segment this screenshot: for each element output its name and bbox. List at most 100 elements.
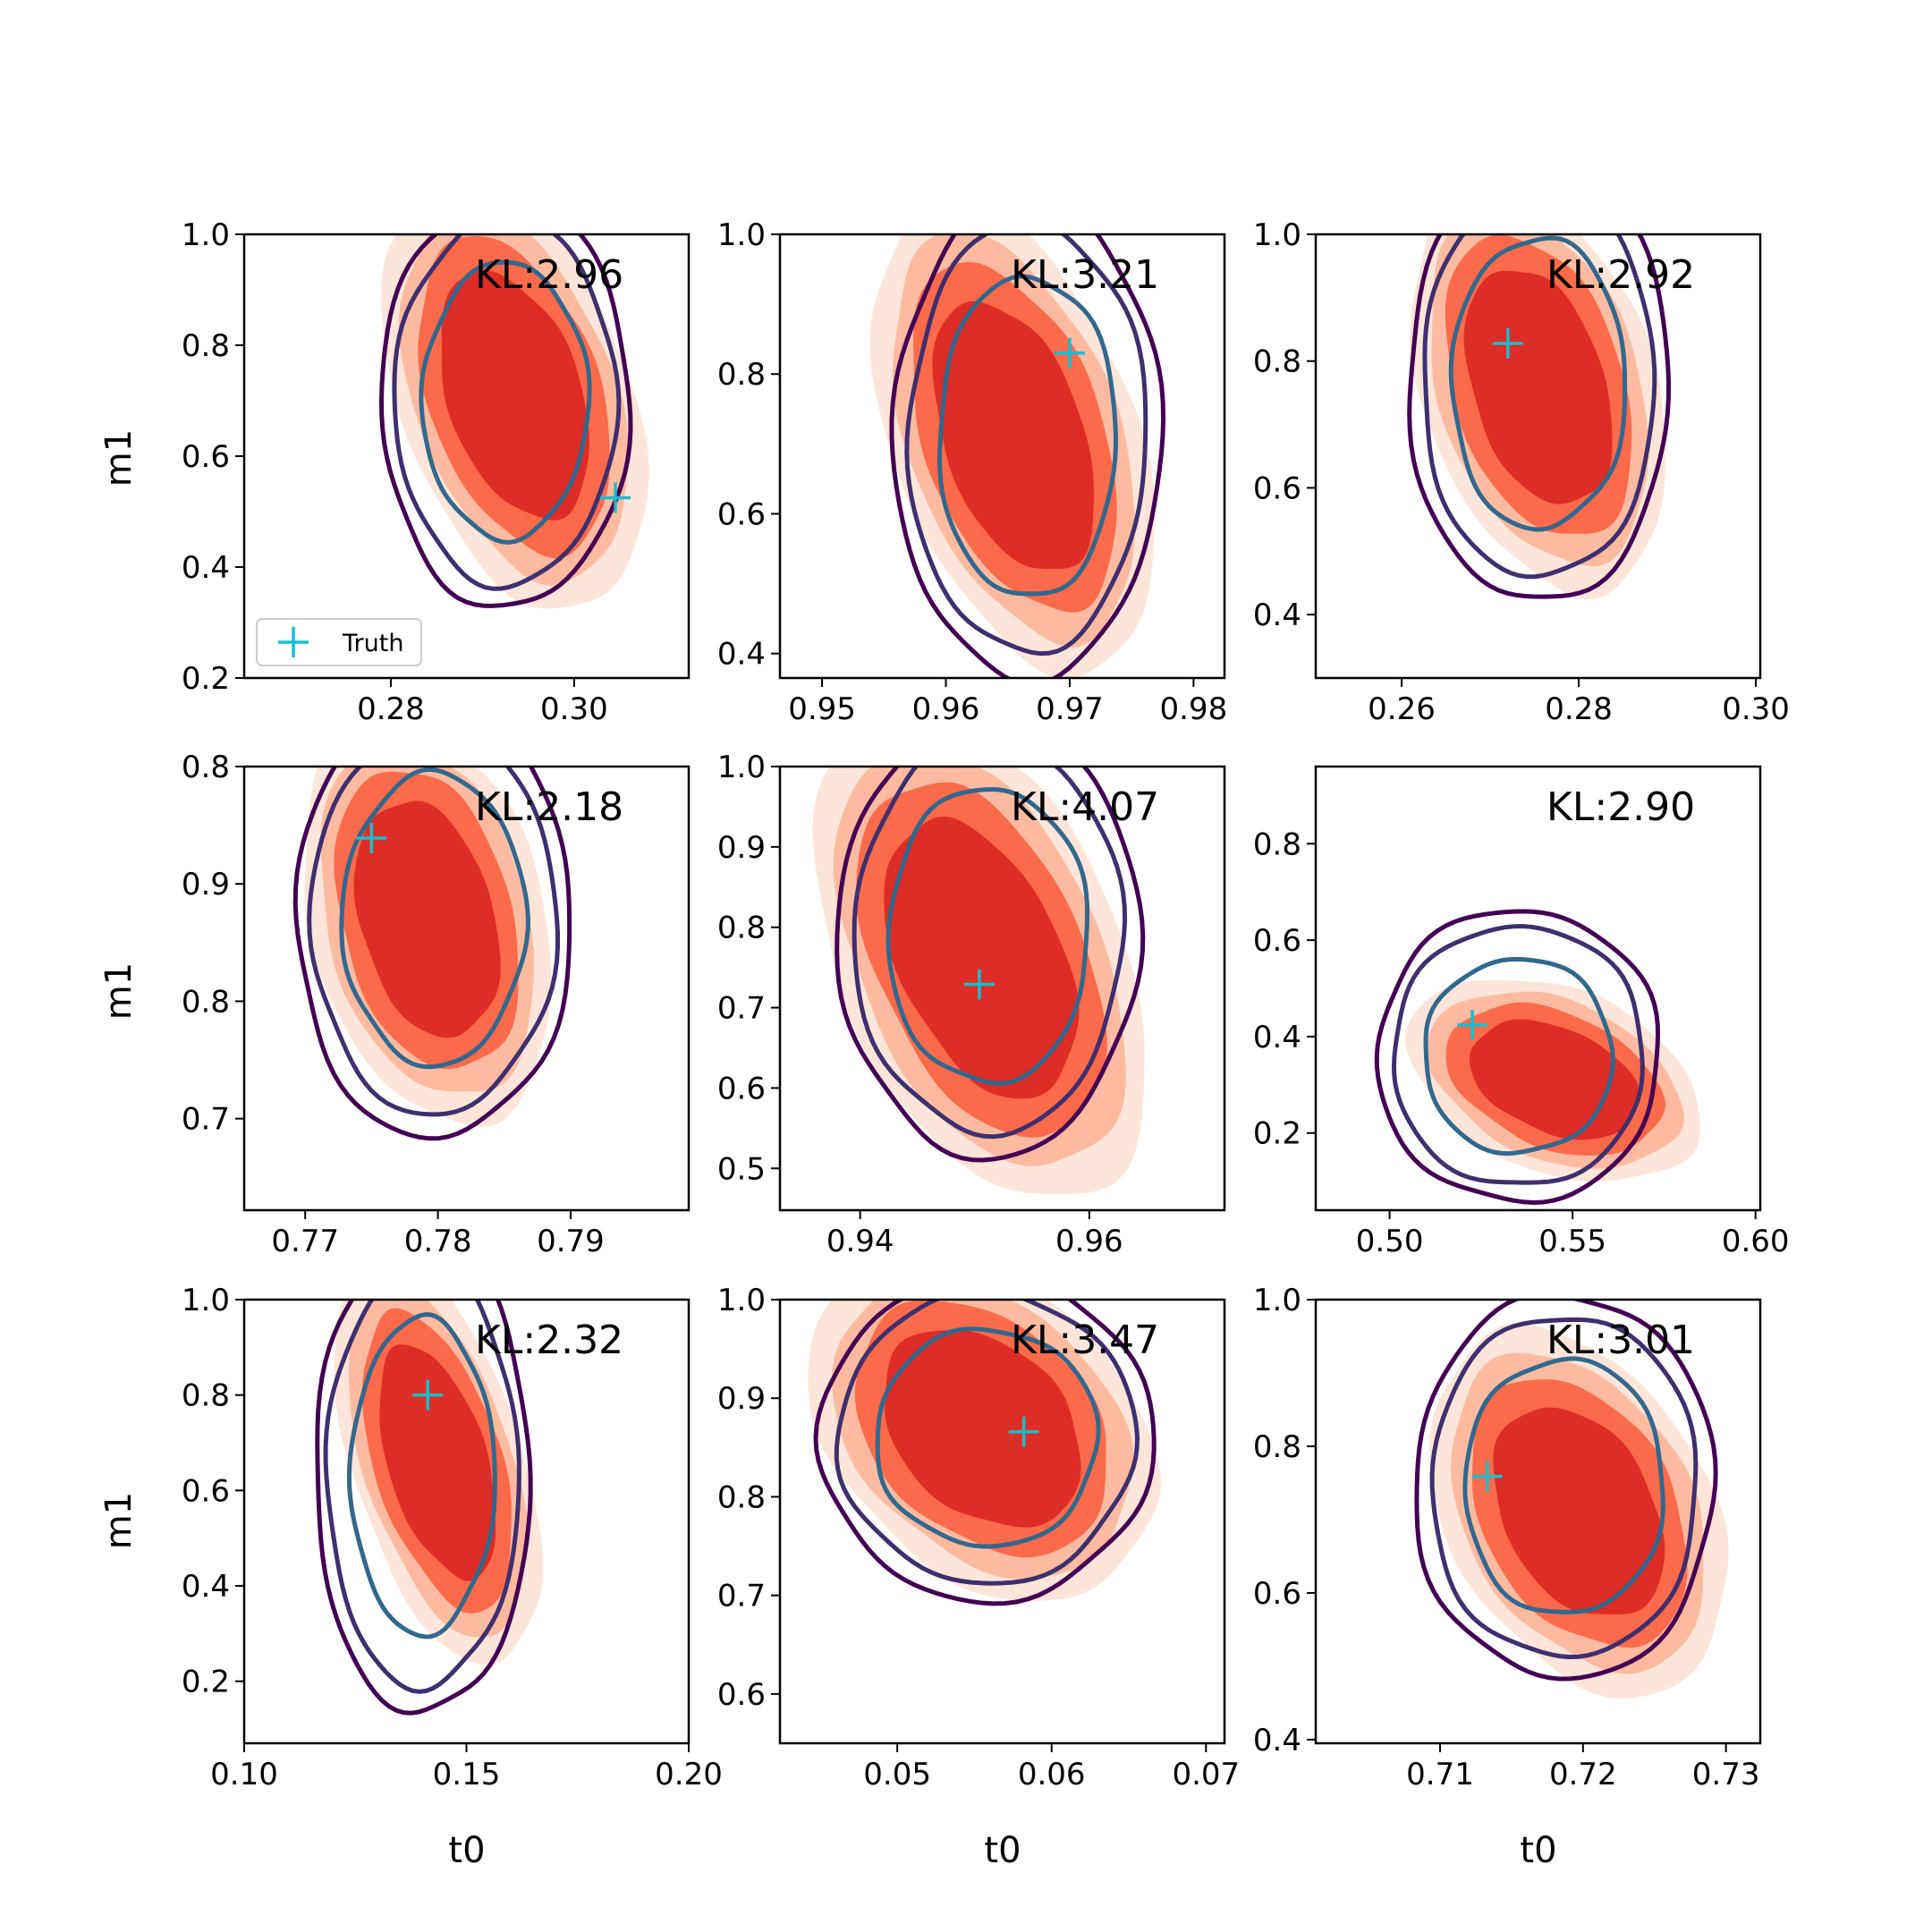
panel: 0.05 0.06 0.07 0.6 0.7 0.8 0.9 1.0 KL:3.47	[717, 1283, 1240, 1792]
kl-annotation: KL:4.07	[1011, 784, 1159, 830]
x-tick-label: 0.96	[912, 691, 980, 727]
kl-annotation: KL:2.92	[1546, 252, 1695, 298]
y-tick-label: 0.6	[1253, 1576, 1301, 1612]
density-fill-level-4	[885, 1329, 1081, 1528]
contour-outer	[1374, 909, 1661, 1206]
y-tick-label: 0.5	[717, 1151, 766, 1187]
x-tick-label: 0.73	[1692, 1757, 1760, 1792]
y-tick-label: 1.0	[182, 1283, 230, 1318]
plot-area	[1414, 1300, 1729, 1699]
y-tick-label: 0.8	[182, 984, 230, 1020]
axes-frame	[778, 1298, 1226, 1745]
y-tick-label: 1.0	[1253, 217, 1301, 253]
y-tick-label: 0.2	[182, 1665, 230, 1700]
y-axis-label: m1	[98, 962, 140, 1020]
panel: 0.71 0.72 0.73 0.4 0.6 0.8 1.0 KL:3.01	[1253, 1283, 1762, 1792]
truth-marker	[1457, 1009, 1488, 1040]
x-tick-label: 0.71	[1406, 1757, 1474, 1792]
density-fill-level-4	[379, 1344, 496, 1581]
panel: 0.28 0.30 0.2 0.4 0.6 0.8 1.0 KL:2.96 Truth	[182, 217, 691, 727]
contour-outer	[315, 1300, 533, 1716]
x-tick-label: 0.95	[788, 691, 856, 727]
y-axis-label: m1	[98, 429, 140, 487]
y-tick-label: 1.0	[717, 750, 766, 785]
x-tick-label: 0.30	[1722, 691, 1790, 727]
kl-annotation: KL:3.01	[1546, 1318, 1695, 1363]
y-tick-label: 0.2	[1253, 1116, 1301, 1152]
contour-inner	[1448, 235, 1628, 532]
y-tick-label: 0.8	[182, 1378, 230, 1414]
density-fill-level-4	[932, 301, 1094, 570]
plot-area	[808, 1300, 1161, 1606]
density-fill-level-4	[353, 801, 501, 1038]
contour-outer	[292, 767, 572, 1141]
contour-inner	[339, 767, 530, 1070]
y-tick-label: 1.0	[717, 217, 766, 253]
x-tick-label: 0.72	[1549, 1757, 1617, 1792]
density-fill-level-4	[1463, 270, 1613, 504]
y-tick-label: 0.4	[182, 1569, 230, 1605]
y-tick-label: 0.8	[182, 328, 230, 364]
legend-label: Truth	[342, 630, 403, 657]
y-tick-label: 0.8	[1253, 1429, 1301, 1465]
contour-outer	[1414, 1300, 1718, 1682]
plot-area	[1374, 909, 1700, 1206]
kl-annotation: KL:2.96	[475, 252, 623, 298]
kl-annotation: KL:2.90	[1546, 784, 1695, 830]
truth-marker	[1054, 337, 1085, 369]
contour-outer	[835, 767, 1146, 1163]
truth-marker	[1492, 327, 1523, 359]
contour-middle	[307, 767, 560, 1117]
contour-middle	[1422, 234, 1657, 580]
x-axis-label: t0	[1520, 1830, 1556, 1871]
y-tick-label: 0.6	[717, 1071, 766, 1106]
legend: Truth	[256, 618, 422, 666]
density-fill-level-4	[441, 270, 589, 521]
plot-area	[378, 234, 649, 609]
kl-annotation: KL:2.32	[475, 1318, 623, 1363]
y-tick-label: 0.8	[717, 357, 766, 393]
contour-middle	[1429, 1317, 1699, 1660]
x-tick-label: 0.05	[863, 1757, 931, 1792]
x-tick-label: 0.96	[1055, 1224, 1123, 1259]
plot-area	[292, 767, 572, 1141]
contour-middle	[1391, 923, 1645, 1185]
contour-middle	[852, 767, 1128, 1140]
contour-outer	[1407, 234, 1672, 599]
contour-inner	[419, 259, 592, 545]
y-tick-label: 1.0	[717, 1283, 766, 1318]
x-tick-label: 0.94	[826, 1224, 894, 1259]
density-fill-level-4	[1493, 1407, 1665, 1614]
x-tick-label: 0.78	[404, 1224, 472, 1259]
density-fill-level-4	[884, 817, 1080, 1099]
y-tick-label: 0.8	[717, 911, 766, 946]
truth-marker	[412, 1379, 444, 1411]
x-tick-label: 0.98	[1160, 691, 1228, 727]
panel: 0.50 0.55 0.60 0.2 0.4 0.6 0.8 KL:2.90	[1253, 765, 1790, 1259]
y-tick-label: 0.6	[717, 1677, 766, 1713]
x-tick-label: 0.97	[1036, 691, 1104, 727]
x-tick-label: 0.30	[540, 691, 608, 727]
y-tick-label: 0.4	[1253, 1723, 1301, 1758]
y-tick-label: 0.4	[182, 550, 230, 586]
y-tick-label: 0.8	[1253, 826, 1301, 862]
y-tick-label: 0.6	[717, 496, 766, 532]
y-tick-label: 0.6	[1253, 470, 1301, 506]
truth-marker	[600, 482, 631, 513]
panel: 0.77 0.78 0.79 0.7 0.8 0.9 0.8 KL:2.18	[182, 750, 691, 1259]
contour-inner	[875, 1326, 1101, 1549]
y-tick-label: 0.4	[717, 637, 766, 673]
x-tick-label: 0.77	[271, 1224, 339, 1259]
y-tick-label: 0.8	[717, 1479, 766, 1515]
axes-frame	[1314, 1298, 1762, 1745]
truth-marker	[1471, 1461, 1503, 1492]
panel: 0.94 0.96 0.5 0.6 0.7 0.8 0.9 1.0 KL:4.07	[717, 750, 1226, 1259]
x-tick-label: 0.55	[1538, 1224, 1606, 1259]
x-tick-label: 0.10	[210, 1757, 278, 1792]
truth-marker	[963, 969, 995, 1000]
contour-inner	[1423, 956, 1615, 1157]
y-tick-label: 1.0	[1253, 1283, 1301, 1318]
y-tick-label: 0.2	[182, 661, 230, 697]
